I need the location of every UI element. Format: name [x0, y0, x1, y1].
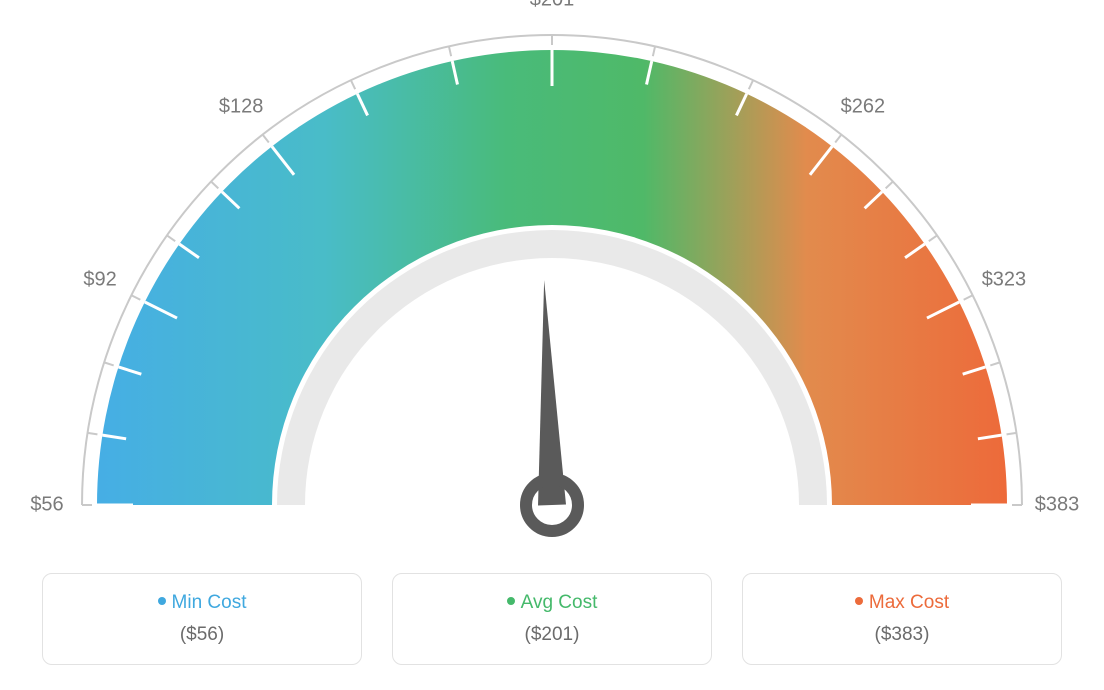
legend-dot-icon: [507, 597, 515, 605]
legend-value: ($56): [53, 624, 351, 646]
legend-label-text: Max Cost: [869, 592, 949, 613]
legend-row: Min Cost ($56) Avg Cost ($201) Max Cost ($383…: [0, 573, 1104, 665]
legend-label-text: Min Cost: [172, 592, 247, 613]
scale-label: $262: [841, 96, 886, 119]
legend-title: Avg Cost: [403, 592, 701, 614]
scale-label: $92: [83, 268, 116, 291]
legend-title: Max Cost: [753, 592, 1051, 614]
gauge-svg: [0, 0, 1104, 560]
scale-label: $201: [530, 0, 575, 12]
legend-title: Min Cost: [53, 592, 351, 614]
legend-card-min: Min Cost ($56): [42, 573, 362, 665]
legend-value: ($201): [403, 624, 701, 646]
legend-card-avg: Avg Cost ($201): [392, 573, 712, 665]
cost-gauge: $56 $92 $128 $201 $262 $323 $383: [0, 0, 1104, 560]
legend-dot-icon: [158, 597, 166, 605]
legend-dot-icon: [855, 597, 863, 605]
scale-label: $56: [30, 494, 63, 517]
legend-card-max: Max Cost ($383): [742, 573, 1062, 665]
legend-label-text: Avg Cost: [521, 592, 598, 613]
scale-label: $323: [982, 268, 1027, 291]
legend-value: ($383): [753, 624, 1051, 646]
scale-label: $128: [219, 96, 264, 119]
scale-label: $383: [1035, 494, 1080, 517]
